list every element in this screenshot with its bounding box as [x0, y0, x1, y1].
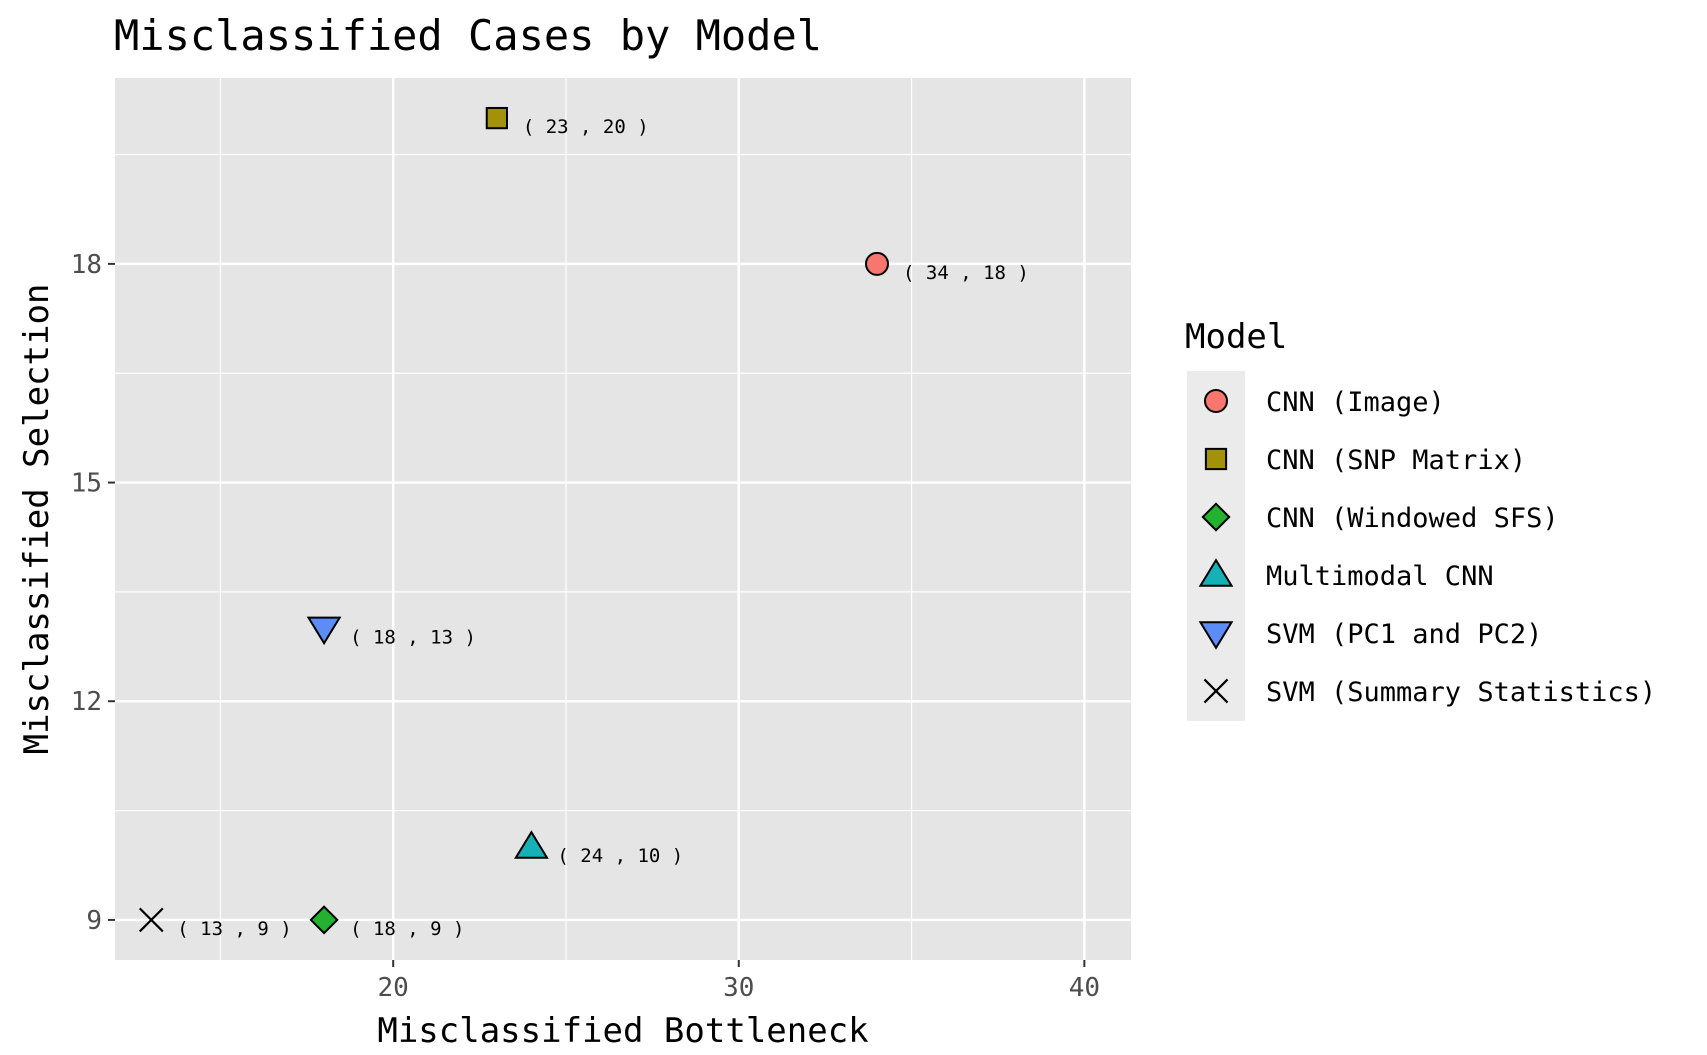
plot-panel	[115, 78, 1131, 960]
legend-label: Multimodal CNN	[1266, 561, 1494, 592]
data-point	[306, 616, 342, 646]
legend-item: CNN (Windowed SFS)	[1201, 502, 1559, 534]
chart-title: Misclassified Cases by Model	[114, 11, 822, 60]
y-tick-label: 12	[71, 687, 102, 717]
x-tick-label: 30	[723, 973, 754, 1003]
y-axis: 9 12 15 18	[71, 250, 115, 936]
point-label: ( 18 , 13 )	[350, 626, 476, 648]
x-tick-label: 40	[1069, 973, 1100, 1003]
point-label: ( 23 , 20 )	[523, 116, 649, 138]
legend-title: Model	[1185, 317, 1287, 357]
point-label: ( 34 , 18 )	[903, 262, 1029, 284]
data-point	[514, 830, 549, 859]
legend-item: Multimodal CNN	[1198, 558, 1494, 592]
legend: Model CNN (Image) CNN (SNP Matrix) CNN (Wi…	[1185, 317, 1656, 721]
data-point	[138, 907, 164, 933]
legend-key	[1201, 502, 1231, 532]
legend-key-background	[1187, 371, 1245, 721]
gridlines	[115, 78, 1131, 960]
legend-key	[1204, 389, 1228, 413]
legend-key	[1198, 621, 1234, 650]
legend-item: SVM (PC1 and PC2)	[1198, 619, 1542, 650]
legend-key	[1204, 447, 1228, 471]
y-tick-label: 9	[86, 906, 102, 936]
legend-key	[1203, 678, 1229, 704]
x-axis: 20 30 40	[378, 960, 1100, 1003]
y-tick-label: 18	[71, 250, 102, 280]
data-point	[865, 251, 889, 276]
legend-label: SVM (PC1 and PC2)	[1266, 619, 1542, 650]
point-label: ( 13 , 9 )	[177, 918, 291, 940]
point-label: ( 18 , 9 )	[350, 918, 464, 940]
legend-label: SVM (Summary Statistics)	[1266, 677, 1656, 708]
legend-item: CNN (Image)	[1204, 387, 1445, 418]
data-points	[138, 106, 889, 935]
y-axis-title: Misclassified Selection	[17, 284, 57, 755]
data-point	[309, 905, 339, 935]
point-label: ( 24 , 10 )	[557, 845, 683, 867]
legend-label: CNN (Image)	[1266, 387, 1445, 418]
x-axis-title: Misclassified Bottleneck	[377, 1011, 868, 1051]
legend-key	[1198, 558, 1234, 587]
legend-label: CNN (SNP Matrix)	[1266, 445, 1526, 476]
point-labels: ( 34 , 18 ) ( 23 , 20 ) ( 18 , 9 ) ( 24 , 1…	[177, 116, 1029, 940]
legend-item: SVM (Summary Statistics)	[1203, 677, 1656, 708]
legend-item: CNN (SNP Matrix)	[1204, 445, 1526, 476]
data-point	[485, 106, 508, 130]
x-tick-label: 20	[378, 973, 409, 1003]
legend-label: CNN (Windowed SFS)	[1266, 503, 1559, 534]
y-tick-label: 15	[71, 469, 102, 499]
